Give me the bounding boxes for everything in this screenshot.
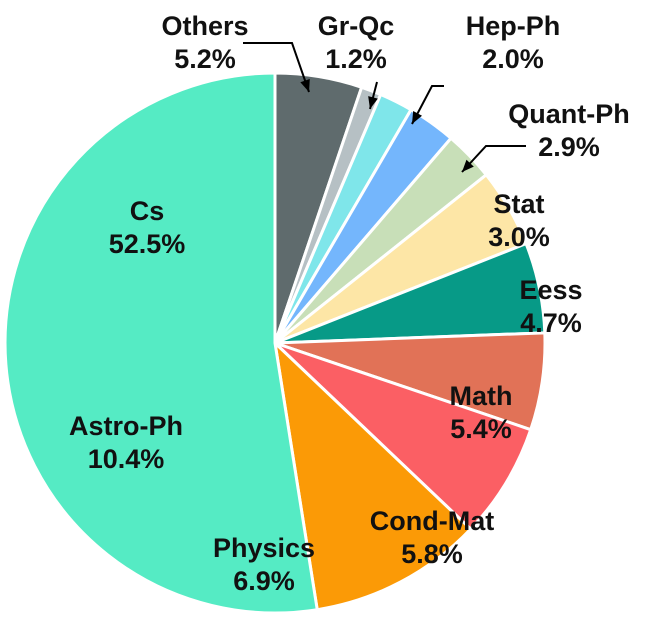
slice-name-cs: Cs xyxy=(130,196,165,226)
slice-percent-hep-ph: 2.0% xyxy=(482,44,544,74)
leader-arrowhead-others xyxy=(300,79,310,92)
slice-percent-physics: 6.9% xyxy=(233,566,295,596)
slice-physics xyxy=(273,341,533,531)
pie-slices xyxy=(3,71,547,615)
slice-astro-ph xyxy=(273,341,473,612)
leader-arrowhead-gr-qc xyxy=(368,96,378,109)
slice-name-quant-ph: Quant-Ph xyxy=(508,99,630,129)
slice-label-stat: Stat 3.0% xyxy=(488,189,550,252)
slice-percent-stat: 3.0% xyxy=(488,222,550,252)
slice-label-quant-ph: Quant-Ph 2.9% xyxy=(508,99,630,162)
leader-arrowhead-quant-ph xyxy=(462,159,474,172)
slice-name-gr-qc: Gr-Qc xyxy=(318,11,395,41)
slice-percent-eess: 4.7% xyxy=(520,308,582,338)
slice-cs xyxy=(3,71,319,615)
leader-line-others xyxy=(243,42,310,93)
slice-name-math: Math xyxy=(450,381,513,411)
slice-name-hep-ph: Hep-Ph xyxy=(466,11,561,41)
slice-label-physics: Physics 6.9% xyxy=(213,533,315,596)
slice-percent-cond-mat: 5.8% xyxy=(401,539,463,569)
slice-label-hep-ph: Hep-Ph 2.0% xyxy=(466,11,561,74)
slice-name-cond-mat: Cond-Mat xyxy=(370,506,494,536)
leader-arrowhead-hep-ph xyxy=(412,111,423,124)
slice-percent-gr-qc: 1.2% xyxy=(325,44,387,74)
slice-name-astro-ph: Astro-Ph xyxy=(69,411,183,441)
slice-label-astro-ph: Astro-Ph 10.4% xyxy=(69,411,183,474)
slice-name-others: Others xyxy=(161,11,248,41)
leader-lines xyxy=(243,42,526,173)
slice-labels: Others 5.2% Gr-Qc 1.2% Hep-Ph 2.0% Quant-Ph 2.9… xyxy=(69,11,630,596)
slice-name-stat: Stat xyxy=(493,189,544,219)
slice-name-eess: Eess xyxy=(519,275,582,305)
slice-label-math: Math 5.4% xyxy=(450,381,513,444)
slice-label-cs: Cs 52.5% xyxy=(109,196,186,259)
leader-line-hep-ph xyxy=(411,85,444,125)
slice-name-physics: Physics xyxy=(213,533,315,563)
slice-percent-others: 5.2% xyxy=(174,44,236,74)
slice-percent-cs: 52.5% xyxy=(109,229,186,259)
slice-label-gr-qc: Gr-Qc 1.2% xyxy=(318,11,395,74)
slice-label-cond-mat: Cond-Mat 5.8% xyxy=(370,506,494,569)
slice-percent-quant-ph: 2.9% xyxy=(538,132,600,162)
slice-percent-astro-ph: 10.4% xyxy=(88,444,165,474)
slice-label-eess: Eess 4.7% xyxy=(519,275,582,338)
slice-label-others: Others 5.2% xyxy=(161,11,248,74)
slice-percent-math: 5.4% xyxy=(450,414,512,444)
